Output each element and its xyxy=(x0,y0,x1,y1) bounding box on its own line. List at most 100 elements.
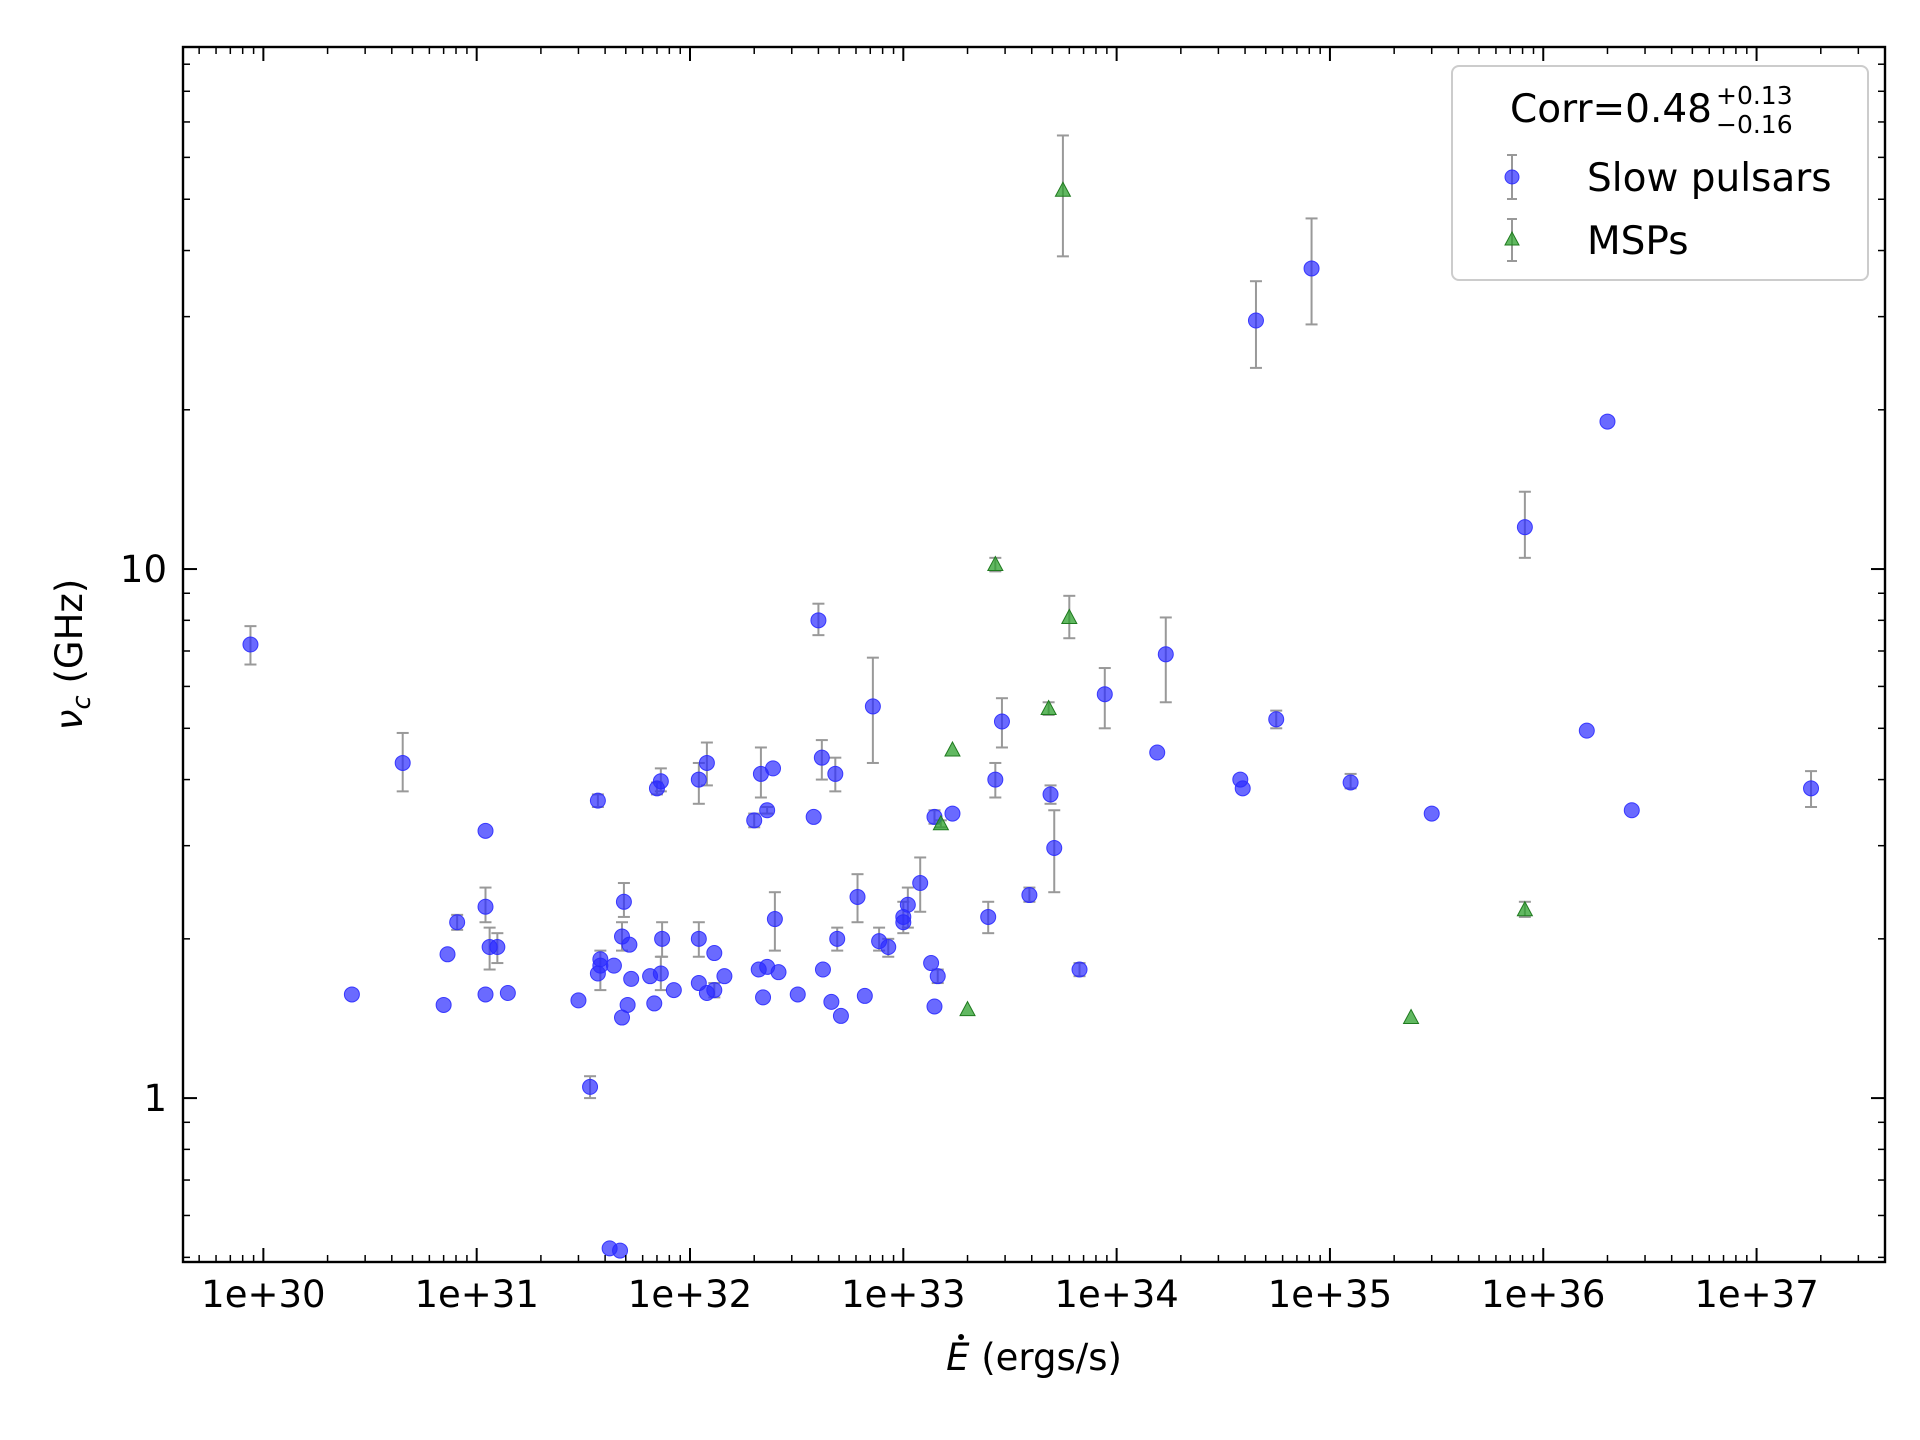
slow-pulsar-point xyxy=(1803,780,1820,797)
msp-point xyxy=(944,740,961,757)
slow-pulsar-point xyxy=(619,996,636,1013)
slow-pulsar-point xyxy=(829,930,846,947)
slow-pulsar-point xyxy=(895,914,912,931)
slow-pulsar-point xyxy=(1149,744,1166,761)
ticks-layer: 1e+30 1e+31 1e+32 1e+33 1e+34 1e+35 1e+36 1e+37… xyxy=(120,47,1886,1316)
slow-pulsar-point xyxy=(615,893,632,910)
slow-pulsar-point xyxy=(716,968,733,985)
slow-pulsar-point xyxy=(827,765,844,782)
slow-pulsar-point xyxy=(1096,686,1113,703)
msp-point xyxy=(1402,1008,1420,1025)
legend-msp-marker xyxy=(1504,230,1520,246)
slow-pulsar-point xyxy=(646,995,663,1012)
y-axis-label: νc (GHz) xyxy=(48,579,97,731)
slow-pulsar-point xyxy=(813,749,830,766)
x-axis-label-symbol: E xyxy=(946,1336,970,1379)
slow-pulsar-point xyxy=(589,792,606,809)
y-tick-label: 1 xyxy=(143,1077,167,1120)
slow-pulsar-point xyxy=(582,1078,599,1095)
x-tick-label: 1e+32 xyxy=(628,1273,752,1316)
legend-msp-label: MSPs xyxy=(1587,219,1689,264)
slow-pulsar-point xyxy=(477,898,494,915)
slow-pulsar-point xyxy=(592,957,609,974)
slow-pulsar-point xyxy=(1046,839,1063,856)
legend-title: Corr=0.48 xyxy=(1510,87,1712,132)
slow-pulsar-point xyxy=(810,612,827,629)
slow-pulsar-point xyxy=(980,908,997,925)
legend-entry-slow-pulsars: Slow pulsars xyxy=(1504,154,1832,201)
slow-pulsar-point xyxy=(1342,774,1359,791)
slow-pulsar-point xyxy=(944,805,961,822)
slow-pulsar-point xyxy=(605,957,622,974)
legend: Corr=0.48 +0.13 −0.16 Slow pulsars MSPs xyxy=(1451,65,1869,281)
slow-pulsar-point xyxy=(690,930,707,947)
slow-pulsar-point xyxy=(765,760,782,777)
slow-pulsar-point xyxy=(1623,802,1640,819)
slow-pulsar-point xyxy=(1071,961,1088,978)
slow-pulsar-point xyxy=(987,771,1004,788)
x-axis-label: E (ergs/s) xyxy=(946,1336,1122,1379)
slow-pulsar-point xyxy=(654,930,671,947)
slow-pulsar-point xyxy=(449,914,466,931)
slow-pulsar-point xyxy=(912,875,929,892)
slow-pulsar-point xyxy=(439,946,456,963)
slow-pulsar-point xyxy=(435,996,452,1013)
x-tick-label: 1e+36 xyxy=(1481,1273,1605,1316)
slow-pulsar-point xyxy=(242,636,259,653)
msp-point xyxy=(1516,900,1534,917)
slow-pulsar-point xyxy=(394,754,411,771)
y-tick-label: 10 xyxy=(120,548,167,591)
slow-pulsar-point xyxy=(926,998,943,1015)
x-tick-label: 1e+34 xyxy=(1054,1273,1178,1316)
slow-pulsar-point xyxy=(621,936,638,953)
slow-pulsar-point xyxy=(770,964,787,981)
slow-pulsar-point xyxy=(759,802,776,819)
slow-pulsar-point xyxy=(477,822,494,839)
slow-pulsar-point xyxy=(1516,519,1533,536)
slow-pulsar-point xyxy=(499,984,516,1001)
plot-frame xyxy=(181,45,1887,1264)
slow-pulsar-point xyxy=(1234,780,1251,797)
slow-pulsar-point xyxy=(612,1242,629,1259)
slow-pulsar-point xyxy=(1423,805,1440,822)
slow-pulsar-point xyxy=(698,754,715,771)
slow-pulsar-point xyxy=(755,989,772,1006)
slow-pulsar-point xyxy=(1021,887,1038,904)
x-axis-label-units: (ergs/s) xyxy=(969,1336,1121,1379)
msp-point xyxy=(986,555,1004,571)
slow-pulsar-point xyxy=(993,713,1010,730)
slow-pulsar-point xyxy=(746,812,763,829)
slow-pulsar-point xyxy=(1268,711,1285,728)
slow-pulsar-point xyxy=(929,968,946,985)
legend-entry-msps: MSPs xyxy=(1504,218,1689,264)
slow-pulsar-point xyxy=(477,986,494,1003)
y-axis-label-subscript: c xyxy=(67,695,97,709)
slow-pulsar-point xyxy=(652,965,669,982)
slow-pulsar-point xyxy=(880,939,897,956)
slow-pulsar-point xyxy=(849,888,866,905)
legend-box xyxy=(1451,65,1869,281)
legend-slow-label: Slow pulsars xyxy=(1587,156,1832,201)
x-tick-label: 1e+33 xyxy=(841,1273,965,1316)
msp-point xyxy=(1054,181,1072,197)
slow-pulsar-point xyxy=(690,771,707,788)
x-tick-label: 1e+37 xyxy=(1694,1273,1818,1316)
legend-title-sub: −0.16 xyxy=(1716,110,1793,139)
slow-pulsar-point xyxy=(805,808,822,825)
slow-pulsar-point xyxy=(1247,312,1264,329)
slow-pulsar-point xyxy=(1042,786,1059,803)
legend-title-sup: +0.13 xyxy=(1716,81,1793,110)
msp-point xyxy=(1040,699,1057,716)
slow-pulsar-point xyxy=(706,945,723,962)
slow-pulsar-point xyxy=(1578,722,1595,739)
msp-point xyxy=(932,814,950,831)
slow-pulsar-point xyxy=(814,961,831,978)
slow-pulsar-point xyxy=(766,911,783,928)
points-layer xyxy=(242,181,1820,1259)
slow-pulsar-point xyxy=(856,987,873,1004)
slow-pulsar-point xyxy=(832,1007,849,1024)
slow-pulsar-point xyxy=(652,773,669,790)
slow-pulsar-point xyxy=(899,896,916,913)
slow-pulsar-point xyxy=(623,970,640,987)
